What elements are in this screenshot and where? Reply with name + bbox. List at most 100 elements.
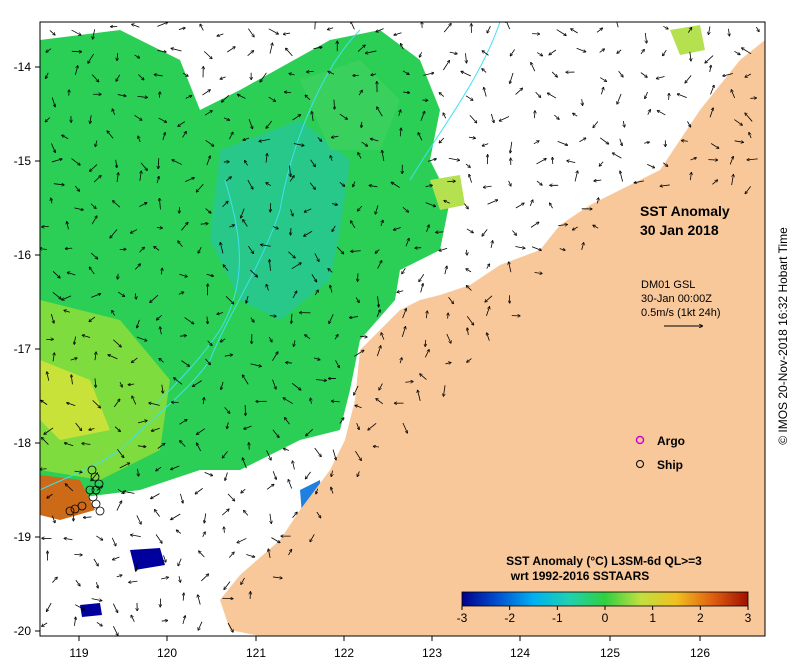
current-vector bbox=[246, 295, 249, 303]
current-vector bbox=[90, 252, 97, 259]
current-vector bbox=[305, 95, 311, 101]
colorbar-tick-label: 1 bbox=[649, 611, 656, 625]
current-vector bbox=[600, 77, 606, 82]
current-vector bbox=[401, 327, 405, 337]
current-vector bbox=[593, 225, 599, 229]
current-vector bbox=[75, 579, 80, 585]
current-vector bbox=[729, 28, 730, 36]
current-vector bbox=[132, 24, 140, 28]
current-vector bbox=[50, 313, 54, 323]
current-vector bbox=[316, 511, 321, 518]
current-vector bbox=[266, 484, 273, 490]
current-vector bbox=[661, 185, 670, 186]
current-vector bbox=[376, 399, 384, 405]
current-vector bbox=[745, 73, 752, 77]
current-vector bbox=[690, 158, 697, 161]
current-vector bbox=[307, 71, 314, 72]
current-vector bbox=[171, 465, 180, 469]
current-vector bbox=[377, 261, 382, 269]
current-vector bbox=[571, 29, 578, 34]
current-vector bbox=[272, 226, 278, 228]
current-scale-label: 0.5m/s (1kt 24h) bbox=[641, 307, 720, 319]
current-vector bbox=[708, 26, 709, 34]
current-vector bbox=[405, 382, 412, 383]
current-vector bbox=[710, 66, 711, 73]
current-vector bbox=[89, 428, 95, 429]
current-vector bbox=[136, 336, 147, 341]
current-vector bbox=[467, 328, 468, 336]
current-vector bbox=[40, 469, 47, 470]
current-vector bbox=[136, 515, 141, 523]
current-vector bbox=[402, 206, 408, 212]
current-vector bbox=[616, 22, 619, 28]
current-vector bbox=[291, 263, 301, 270]
current-vector bbox=[620, 171, 624, 182]
current-vector bbox=[731, 90, 736, 99]
current-vector bbox=[178, 292, 184, 294]
current-vector bbox=[685, 75, 692, 82]
current-vector bbox=[207, 340, 212, 346]
current-vector bbox=[137, 96, 148, 97]
current-vector bbox=[185, 96, 192, 99]
current-vector bbox=[334, 335, 338, 340]
current-vector bbox=[613, 153, 622, 159]
current-vector bbox=[248, 245, 253, 253]
current-vector bbox=[723, 73, 734, 76]
current-vector bbox=[138, 421, 147, 424]
current-vector bbox=[90, 115, 91, 123]
current-vector bbox=[74, 66, 77, 76]
current-vector bbox=[222, 451, 228, 457]
current-vector bbox=[420, 374, 427, 380]
current-vector bbox=[465, 95, 473, 100]
current-vector bbox=[557, 141, 568, 145]
current-vector bbox=[558, 224, 567, 225]
current-vector bbox=[510, 49, 515, 55]
current-vector bbox=[336, 246, 343, 254]
current-vector bbox=[357, 45, 365, 52]
longitude-axis bbox=[78, 636, 701, 641]
current-vector bbox=[379, 383, 383, 390]
current-vector bbox=[247, 51, 254, 57]
current-vector bbox=[618, 70, 623, 77]
current-vector bbox=[244, 425, 252, 429]
current-vector bbox=[351, 221, 356, 229]
current-vector bbox=[155, 534, 162, 543]
colorbar-tick-label: -1 bbox=[552, 611, 563, 625]
current-vector bbox=[467, 358, 472, 362]
current-vector bbox=[709, 108, 713, 118]
current-vector bbox=[292, 291, 297, 299]
current-vector bbox=[132, 357, 138, 362]
current-vector bbox=[314, 447, 321, 456]
current-vector bbox=[331, 488, 334, 494]
current-vector bbox=[113, 399, 119, 408]
current-vector bbox=[243, 458, 247, 469]
current-vector bbox=[749, 133, 752, 139]
current-vector bbox=[556, 29, 566, 36]
current-vector bbox=[423, 73, 433, 76]
current-vector bbox=[156, 466, 162, 470]
current-vector bbox=[138, 74, 143, 80]
current-vector bbox=[266, 120, 273, 128]
current-vector bbox=[64, 310, 70, 312]
current-vector bbox=[71, 158, 79, 165]
current-vector bbox=[117, 291, 124, 296]
current-vector bbox=[465, 53, 466, 62]
current-vector bbox=[487, 26, 491, 32]
current-vector bbox=[96, 486, 102, 491]
current-vector bbox=[329, 314, 334, 323]
current-vector bbox=[197, 428, 205, 435]
current-vector bbox=[95, 352, 96, 361]
lon-label: 121 bbox=[246, 646, 266, 660]
current-vector bbox=[155, 75, 163, 76]
current-vector bbox=[74, 336, 75, 344]
current-vector bbox=[690, 51, 691, 61]
current-vector bbox=[198, 595, 201, 605]
current-vector bbox=[74, 554, 82, 555]
current-vector bbox=[151, 493, 160, 499]
current-vector bbox=[418, 391, 421, 402]
current-vector bbox=[443, 61, 449, 71]
current-vector bbox=[710, 86, 713, 95]
current-vector bbox=[469, 175, 472, 183]
current-vector bbox=[482, 69, 487, 73]
current-vector bbox=[446, 333, 451, 343]
